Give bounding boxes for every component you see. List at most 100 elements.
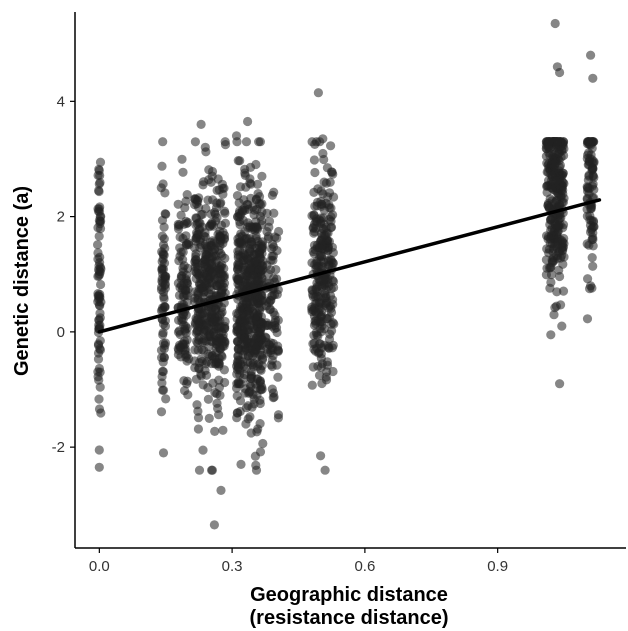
data-point xyxy=(233,264,243,274)
ticks-layer: 0.0 0.3 0.6 0.9 -2 0 2 4 xyxy=(52,93,508,575)
data-point xyxy=(316,451,326,461)
data-point xyxy=(158,385,169,395)
data-point xyxy=(262,208,272,218)
data-point xyxy=(199,177,209,187)
data-point xyxy=(218,425,228,435)
data-point xyxy=(216,485,226,495)
data-point xyxy=(326,141,336,151)
data-point xyxy=(158,278,168,288)
data-point xyxy=(552,176,562,186)
data-point xyxy=(325,177,335,187)
points-layer xyxy=(93,18,599,530)
data-point xyxy=(183,284,193,294)
data-point xyxy=(95,308,105,318)
data-point xyxy=(174,256,184,266)
data-point xyxy=(273,346,283,356)
data-point xyxy=(209,354,219,364)
data-point xyxy=(94,231,104,241)
data-point xyxy=(258,438,268,449)
data-point xyxy=(203,331,213,341)
data-point xyxy=(219,365,229,375)
data-point xyxy=(550,198,560,208)
data-point xyxy=(208,378,218,388)
data-point xyxy=(268,307,278,317)
data-point xyxy=(550,18,560,29)
data-point xyxy=(321,375,332,385)
data-point xyxy=(190,137,200,147)
data-point xyxy=(558,259,568,269)
data-point xyxy=(261,337,271,347)
data-point xyxy=(213,174,223,184)
data-point xyxy=(93,206,104,216)
data-point xyxy=(181,231,191,241)
data-point xyxy=(219,230,230,240)
data-point xyxy=(257,171,267,181)
data-point xyxy=(214,410,224,420)
data-point xyxy=(255,419,265,429)
data-point xyxy=(200,228,210,238)
data-point xyxy=(547,213,557,223)
data-point xyxy=(249,399,259,409)
data-point xyxy=(95,219,105,229)
data-point xyxy=(328,248,338,258)
data-point xyxy=(207,465,217,475)
data-point xyxy=(309,187,319,197)
data-point xyxy=(318,134,328,144)
data-point xyxy=(544,148,554,158)
data-point xyxy=(236,314,247,325)
data-point xyxy=(193,269,203,279)
data-point xyxy=(251,159,261,170)
data-point xyxy=(555,67,565,78)
data-point xyxy=(94,462,104,472)
data-point xyxy=(321,290,331,301)
data-point xyxy=(307,380,317,390)
data-point xyxy=(324,200,334,210)
data-point xyxy=(322,163,332,173)
data-point xyxy=(243,255,253,265)
data-point xyxy=(204,288,214,298)
data-point xyxy=(183,390,193,400)
data-point xyxy=(320,465,330,475)
data-point xyxy=(237,239,247,249)
data-point xyxy=(96,408,106,418)
data-point xyxy=(266,295,276,305)
data-point xyxy=(94,165,104,176)
data-point xyxy=(214,333,224,343)
data-point xyxy=(542,167,552,177)
data-point xyxy=(249,210,259,220)
data-point xyxy=(245,412,255,422)
data-point xyxy=(273,372,283,382)
data-point xyxy=(232,191,243,201)
data-point xyxy=(183,238,194,248)
data-point xyxy=(220,253,230,263)
data-point xyxy=(158,338,169,348)
data-point xyxy=(93,372,103,382)
data-point xyxy=(267,361,277,372)
data-point xyxy=(307,306,317,317)
data-point xyxy=(233,355,243,365)
data-point xyxy=(94,179,104,189)
data-point xyxy=(209,245,219,255)
data-point xyxy=(206,177,216,187)
data-point xyxy=(262,318,272,328)
data-point xyxy=(178,338,188,349)
data-point xyxy=(255,447,266,457)
data-point xyxy=(272,327,282,338)
data-point xyxy=(158,448,169,458)
data-point xyxy=(96,279,106,290)
data-point xyxy=(202,357,212,367)
data-point xyxy=(157,231,167,241)
data-point xyxy=(209,237,219,247)
data-point xyxy=(249,358,259,368)
regression-line xyxy=(97,198,602,334)
data-point xyxy=(233,378,243,389)
data-point xyxy=(273,413,283,423)
y-tick-label: -2 xyxy=(52,439,65,456)
x-tick-label: 0.9 xyxy=(487,558,508,575)
data-point xyxy=(206,209,216,219)
y-tick-label: 0 xyxy=(57,324,65,341)
data-point xyxy=(203,394,213,404)
data-point xyxy=(193,424,203,434)
y-axis-title: Genetic distance (a) xyxy=(11,186,33,376)
